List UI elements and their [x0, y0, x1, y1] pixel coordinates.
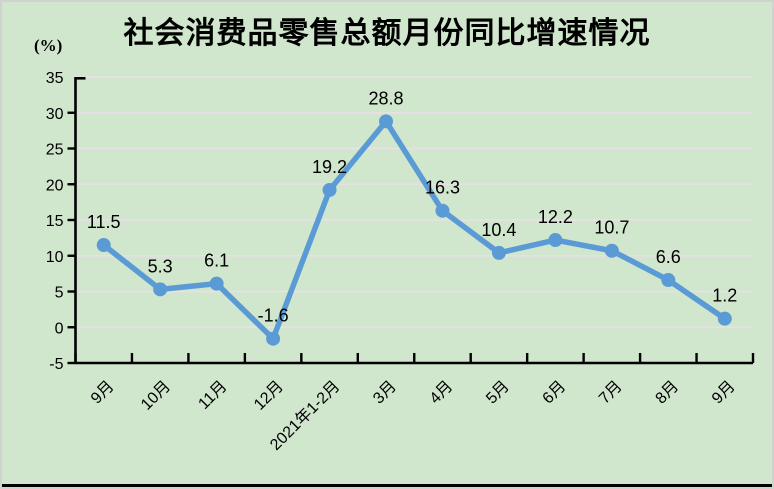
data-point: [604, 243, 619, 258]
x-tick-label: 3月: [370, 378, 400, 408]
x-tick-label: 8月: [653, 378, 683, 408]
y-tick-label: 0: [55, 320, 64, 337]
data-point: [266, 331, 281, 346]
x-tick-label: 6月: [540, 378, 570, 408]
x-tick-label: 9月: [88, 378, 118, 408]
y-tick-label: 15: [46, 213, 64, 230]
x-tick-label: 5月: [483, 378, 513, 408]
x-tick-label: 10月: [138, 378, 174, 414]
data-point-label: 10.4: [481, 220, 516, 240]
data-point: [153, 282, 168, 297]
data-point-label: -1.6: [258, 306, 289, 326]
data-series-line: [100, 118, 728, 342]
data-point-label: 10.7: [594, 218, 629, 238]
data-point-label: 28.8: [368, 88, 403, 108]
data-point-label: 16.3: [425, 178, 460, 198]
data-point-label: 5.3: [148, 256, 173, 276]
y-tick-label: 30: [46, 106, 64, 123]
data-point: [209, 276, 224, 291]
y-tick-label: 20: [46, 177, 64, 194]
chart-title: 社会消费品零售总额月份同比增速情况: [123, 17, 651, 50]
x-tick-label: 4月: [427, 378, 457, 408]
data-point: [435, 203, 450, 218]
y-tick-label: 25: [46, 142, 64, 159]
data-point-label: 12.2: [538, 207, 573, 227]
y-tick-label: 10: [46, 249, 64, 266]
data-point: [379, 114, 394, 129]
data-point-label: 11.5: [87, 212, 121, 232]
data-point: [322, 182, 337, 197]
x-tick-label: 9月: [709, 378, 739, 408]
data-point: [661, 273, 676, 288]
data-point-label: 6.1: [204, 251, 229, 271]
data-point: [548, 233, 563, 248]
y-tick-label: 5: [55, 285, 64, 302]
data-point: [96, 238, 111, 253]
x-tick-label: 11月: [195, 378, 230, 413]
data-point-label: 1.2: [712, 286, 737, 306]
x-tick-label: 12月: [251, 378, 287, 414]
y-tick-label: 35: [46, 70, 64, 87]
data-point-label: 19.2: [312, 157, 347, 177]
x-tick-label: 7月: [596, 378, 626, 408]
y-tick-label: -5: [49, 356, 63, 373]
data-point-label: 6.6: [656, 247, 681, 267]
y-axis-unit-label: (%): [34, 36, 63, 55]
data-point: [491, 245, 506, 260]
data-point: [717, 311, 732, 326]
